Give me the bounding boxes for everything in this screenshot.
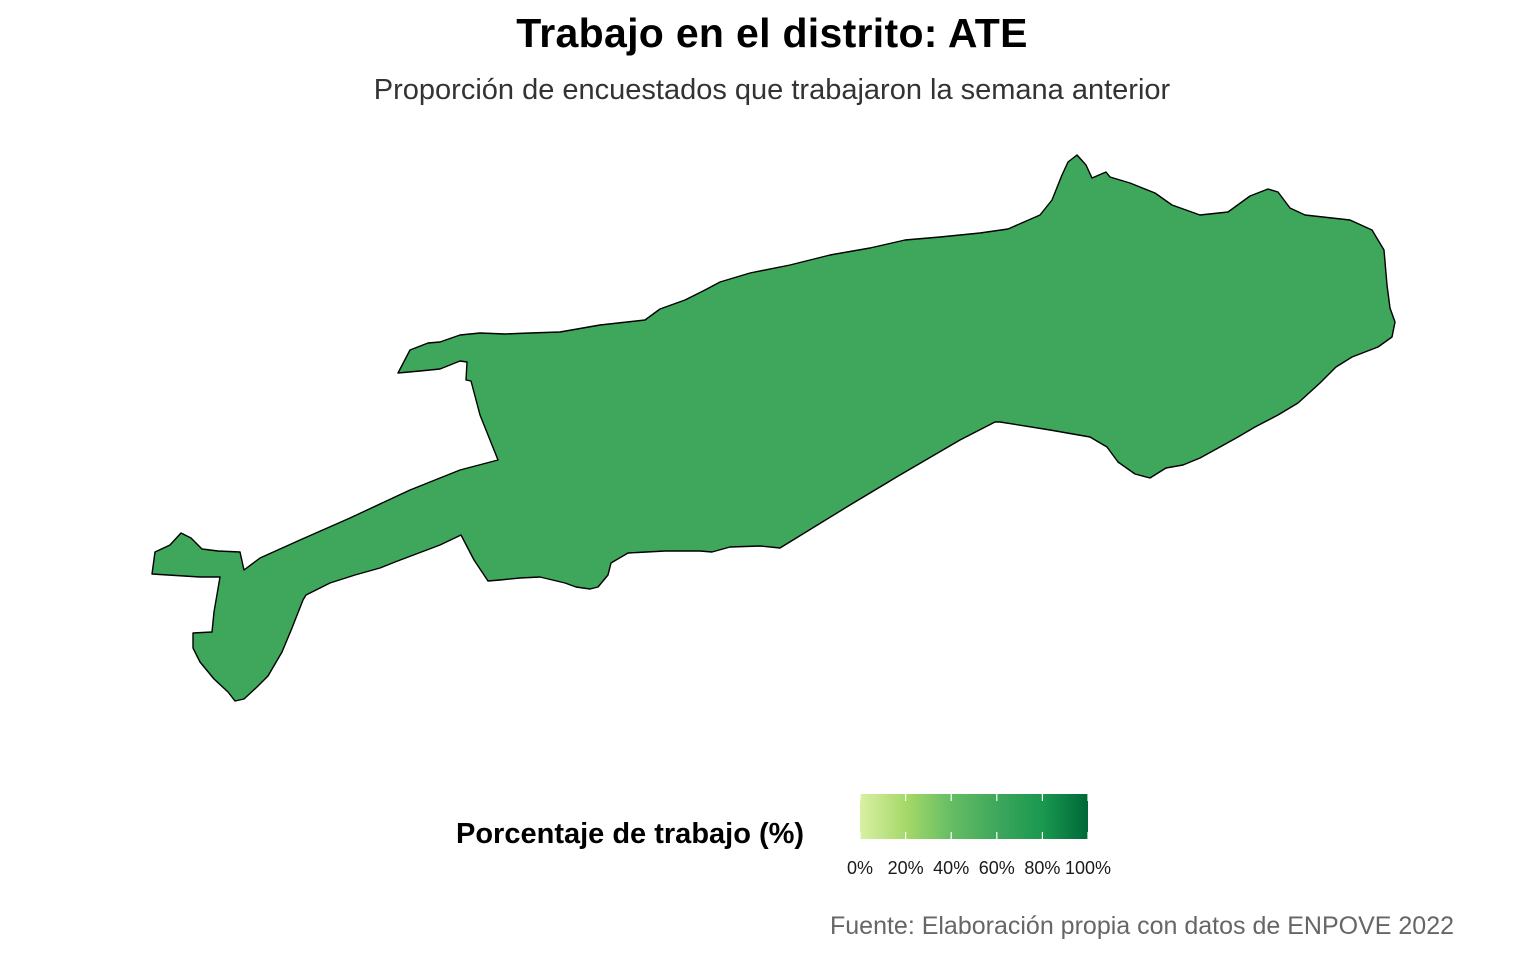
map-subtitle: Proporción de encuestados que trabajaron… <box>373 74 1171 106</box>
legend-tick-label: 60% <box>978 858 1015 878</box>
source-caption: Fuente: Elaboración propia con datos de … <box>829 912 1454 940</box>
legend-tick-label: 0% <box>846 858 874 878</box>
legend-tick-label: 20% <box>887 858 924 878</box>
legend-tick-marks <box>860 794 1088 839</box>
legend-title: Porcentaje de trabajo (%) <box>456 818 805 850</box>
legend-tick-label: 100% <box>1064 858 1112 878</box>
map-title: Trabajo en el distrito: ATE <box>516 10 1028 56</box>
district-polygon-ate <box>151 154 1396 702</box>
legend-tick-label: 40% <box>933 858 970 878</box>
legend-tick-label: 80% <box>1024 858 1061 878</box>
legend-colorbar <box>860 794 1088 839</box>
